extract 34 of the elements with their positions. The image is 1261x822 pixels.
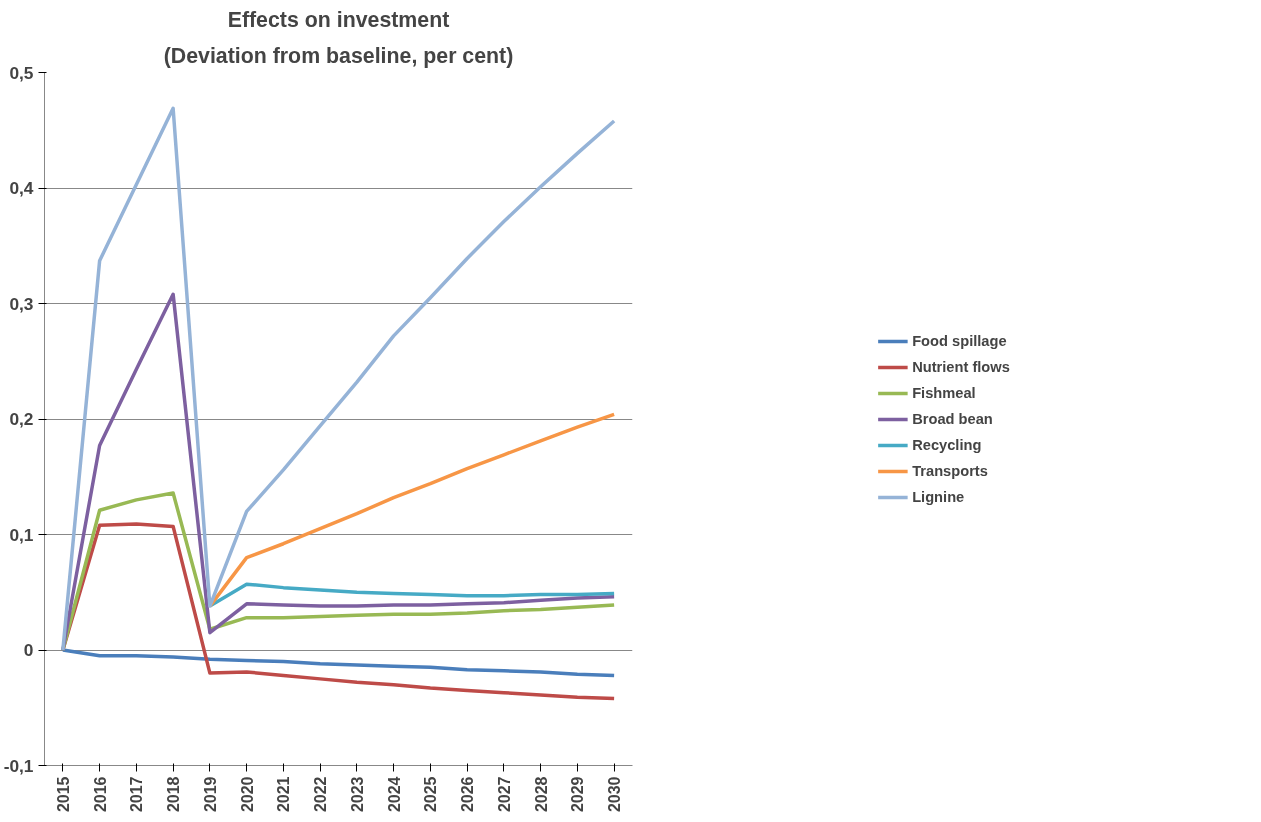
- x-tick-label: 2030: [606, 776, 624, 813]
- line-series: [61, 106, 616, 652]
- x-tick-label: 2015: [54, 776, 72, 813]
- y-tick-label: 0: [23, 640, 34, 660]
- legend-label: Food spillage: [912, 332, 1007, 349]
- y-tick-label: 0,3: [9, 293, 34, 314]
- y-tick-label: 0,5: [9, 62, 34, 83]
- legend-label: Transports: [912, 462, 988, 479]
- x-tick-label: 2029: [569, 776, 587, 813]
- x-tick-label: 2022: [312, 776, 330, 813]
- x-tick-label: 2026: [459, 776, 477, 813]
- chart-title: Effects on investment: [227, 7, 450, 32]
- legend-label: Fishmeal: [912, 384, 976, 401]
- y-tick-label: 0,1: [9, 524, 34, 545]
- x-tick-label: 2018: [165, 776, 183, 813]
- x-tick-label: 2025: [422, 776, 440, 813]
- legend-label: Nutrient flows: [912, 358, 1010, 375]
- y-tick-label: -0,1: [3, 755, 34, 776]
- y-tick-label: 0,2: [9, 409, 34, 429]
- y-tick-label: 0,4: [9, 178, 34, 198]
- legend-label: Lignine: [912, 488, 965, 505]
- chart-subtitle: (Deviation from baseline, per cent): [163, 43, 514, 68]
- x-tick-label: 2020: [238, 776, 256, 813]
- x-tick-label: 2016: [91, 776, 109, 813]
- x-tick-label: 2024: [385, 776, 403, 813]
- x-tick-label: 2023: [348, 776, 366, 813]
- x-tick-label: 2021: [275, 776, 293, 813]
- x-tick-label: 2027: [495, 776, 513, 813]
- legend-label: Broad bean: [912, 410, 993, 427]
- x-tick-label: 2017: [128, 776, 146, 813]
- x-tick-label: 2028: [532, 776, 550, 813]
- legend-label: Recycling: [912, 436, 982, 453]
- line-series: [61, 648, 616, 678]
- x-tick-label: 2019: [201, 776, 219, 813]
